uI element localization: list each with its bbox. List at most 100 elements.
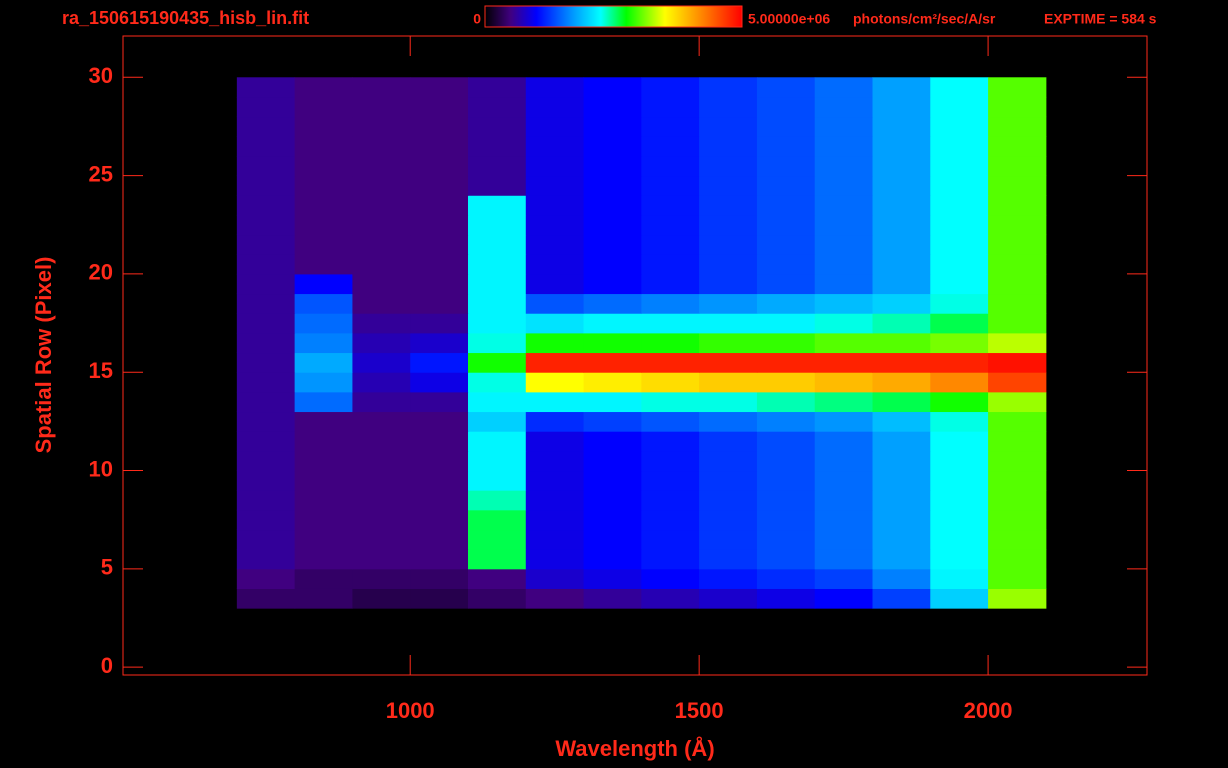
heatmap-cell xyxy=(410,450,469,472)
heatmap-cell xyxy=(930,175,989,196)
plot-frame xyxy=(122,35,1148,676)
heatmap-cell xyxy=(236,529,296,550)
heatmap-cell xyxy=(814,529,874,550)
heatmap-cell xyxy=(467,175,527,196)
heatmap-cell xyxy=(641,155,700,177)
heatmap-cell xyxy=(930,391,989,413)
heatmap-cell xyxy=(872,273,931,295)
y-tick-label: 25 xyxy=(89,161,113,186)
heatmap-cell xyxy=(988,234,1047,255)
heatmap-cell xyxy=(641,568,700,589)
heatmap-cell xyxy=(583,96,642,118)
heatmap-cell xyxy=(988,490,1047,511)
heatmap-cell xyxy=(930,234,989,255)
heatmap-cell xyxy=(872,77,931,98)
heatmap-cell xyxy=(525,490,585,511)
heatmap-cell xyxy=(988,214,1047,236)
heatmap-cell xyxy=(467,431,527,452)
heatmap-cell xyxy=(236,490,296,511)
heatmap-cell xyxy=(872,155,931,177)
heatmap-cell xyxy=(699,96,758,118)
heatmap-cell xyxy=(756,96,816,118)
heatmap-cell xyxy=(294,549,353,570)
heatmap-cell xyxy=(699,273,758,295)
heatmap-cell xyxy=(756,313,816,334)
heatmap-cell xyxy=(467,391,527,413)
heatmap-cell xyxy=(872,549,931,570)
heatmap-cell xyxy=(756,470,816,491)
heatmap-cell xyxy=(467,411,527,432)
heatmap-cell xyxy=(699,116,758,137)
heatmap-cell xyxy=(467,273,527,295)
heatmap-cell xyxy=(467,450,527,472)
heatmap-cell xyxy=(988,372,1047,393)
heatmap-cell xyxy=(756,155,816,177)
heatmap-cell xyxy=(467,77,527,98)
heatmap-cell xyxy=(410,529,469,550)
heatmap-cell xyxy=(525,116,585,137)
heatmap-cell xyxy=(699,470,758,491)
heatmap-cell xyxy=(236,254,296,275)
heatmap-cell xyxy=(988,116,1047,137)
heatmap-cell xyxy=(294,470,353,491)
heatmap-cell xyxy=(236,332,296,354)
heatmap-cell xyxy=(641,490,700,511)
heatmap-cell xyxy=(872,175,931,196)
heatmap-cell xyxy=(872,490,931,511)
heatmap-cell xyxy=(467,509,527,531)
heatmap-cell xyxy=(641,313,700,334)
heatmap-cell xyxy=(410,175,469,196)
heatmap-cell xyxy=(294,332,353,354)
heatmap-cell xyxy=(756,77,816,98)
heatmap-cell xyxy=(814,155,874,177)
heatmap-cell xyxy=(988,332,1047,354)
heatmap-cell xyxy=(583,529,642,550)
heatmap-cell xyxy=(467,234,527,255)
heatmap-cell xyxy=(988,293,1047,314)
heatmap-cell xyxy=(930,411,989,432)
heatmap-cell xyxy=(410,568,469,589)
heatmap-cell xyxy=(699,490,758,511)
heatmap-cell xyxy=(930,313,989,334)
heatmap-cell xyxy=(467,568,527,589)
heatmap-cell xyxy=(294,155,353,177)
heatmap-cell xyxy=(814,77,874,98)
heatmap-cell xyxy=(410,273,469,295)
heatmap-cell xyxy=(699,411,758,432)
heatmap-cell xyxy=(872,214,931,236)
heatmap-cell xyxy=(410,96,469,118)
heatmap-cell xyxy=(814,195,874,216)
heatmap-cell xyxy=(699,549,758,570)
heatmap-cell xyxy=(410,352,469,373)
heatmap-cell xyxy=(814,254,874,275)
heatmap-cell xyxy=(583,588,642,609)
heatmap-cell xyxy=(352,175,411,196)
heatmap-cell xyxy=(756,509,816,531)
heatmap-cell xyxy=(236,175,296,196)
heatmap-cell xyxy=(525,332,585,354)
heatmap-cell xyxy=(525,352,585,373)
heatmap-cell xyxy=(699,214,758,236)
heatmap-cell xyxy=(814,116,874,137)
heatmap-cell xyxy=(641,588,700,609)
heatmap-cell xyxy=(872,450,931,472)
heatmap-cell xyxy=(699,352,758,373)
heatmap-cell xyxy=(641,391,700,413)
heatmap-cell xyxy=(872,588,931,609)
heatmap-cell xyxy=(930,372,989,393)
heatmap-cell xyxy=(641,234,700,255)
heatmap-cell xyxy=(641,549,700,570)
heatmap-cell xyxy=(583,509,642,531)
heatmap-cell xyxy=(872,116,931,137)
heatmap-cell xyxy=(583,136,642,157)
heatmap-cell xyxy=(814,431,874,452)
y-tick-label: 20 xyxy=(89,260,113,285)
x-tick-label: 1000 xyxy=(386,698,435,723)
heatmap-cell xyxy=(756,234,816,255)
heatmap-cell xyxy=(641,214,700,236)
heatmap-cell xyxy=(930,588,989,609)
heatmap-cell xyxy=(699,313,758,334)
heatmap-cell xyxy=(525,254,585,275)
heatmap-cell xyxy=(583,568,642,589)
heatmap-cell xyxy=(525,313,585,334)
